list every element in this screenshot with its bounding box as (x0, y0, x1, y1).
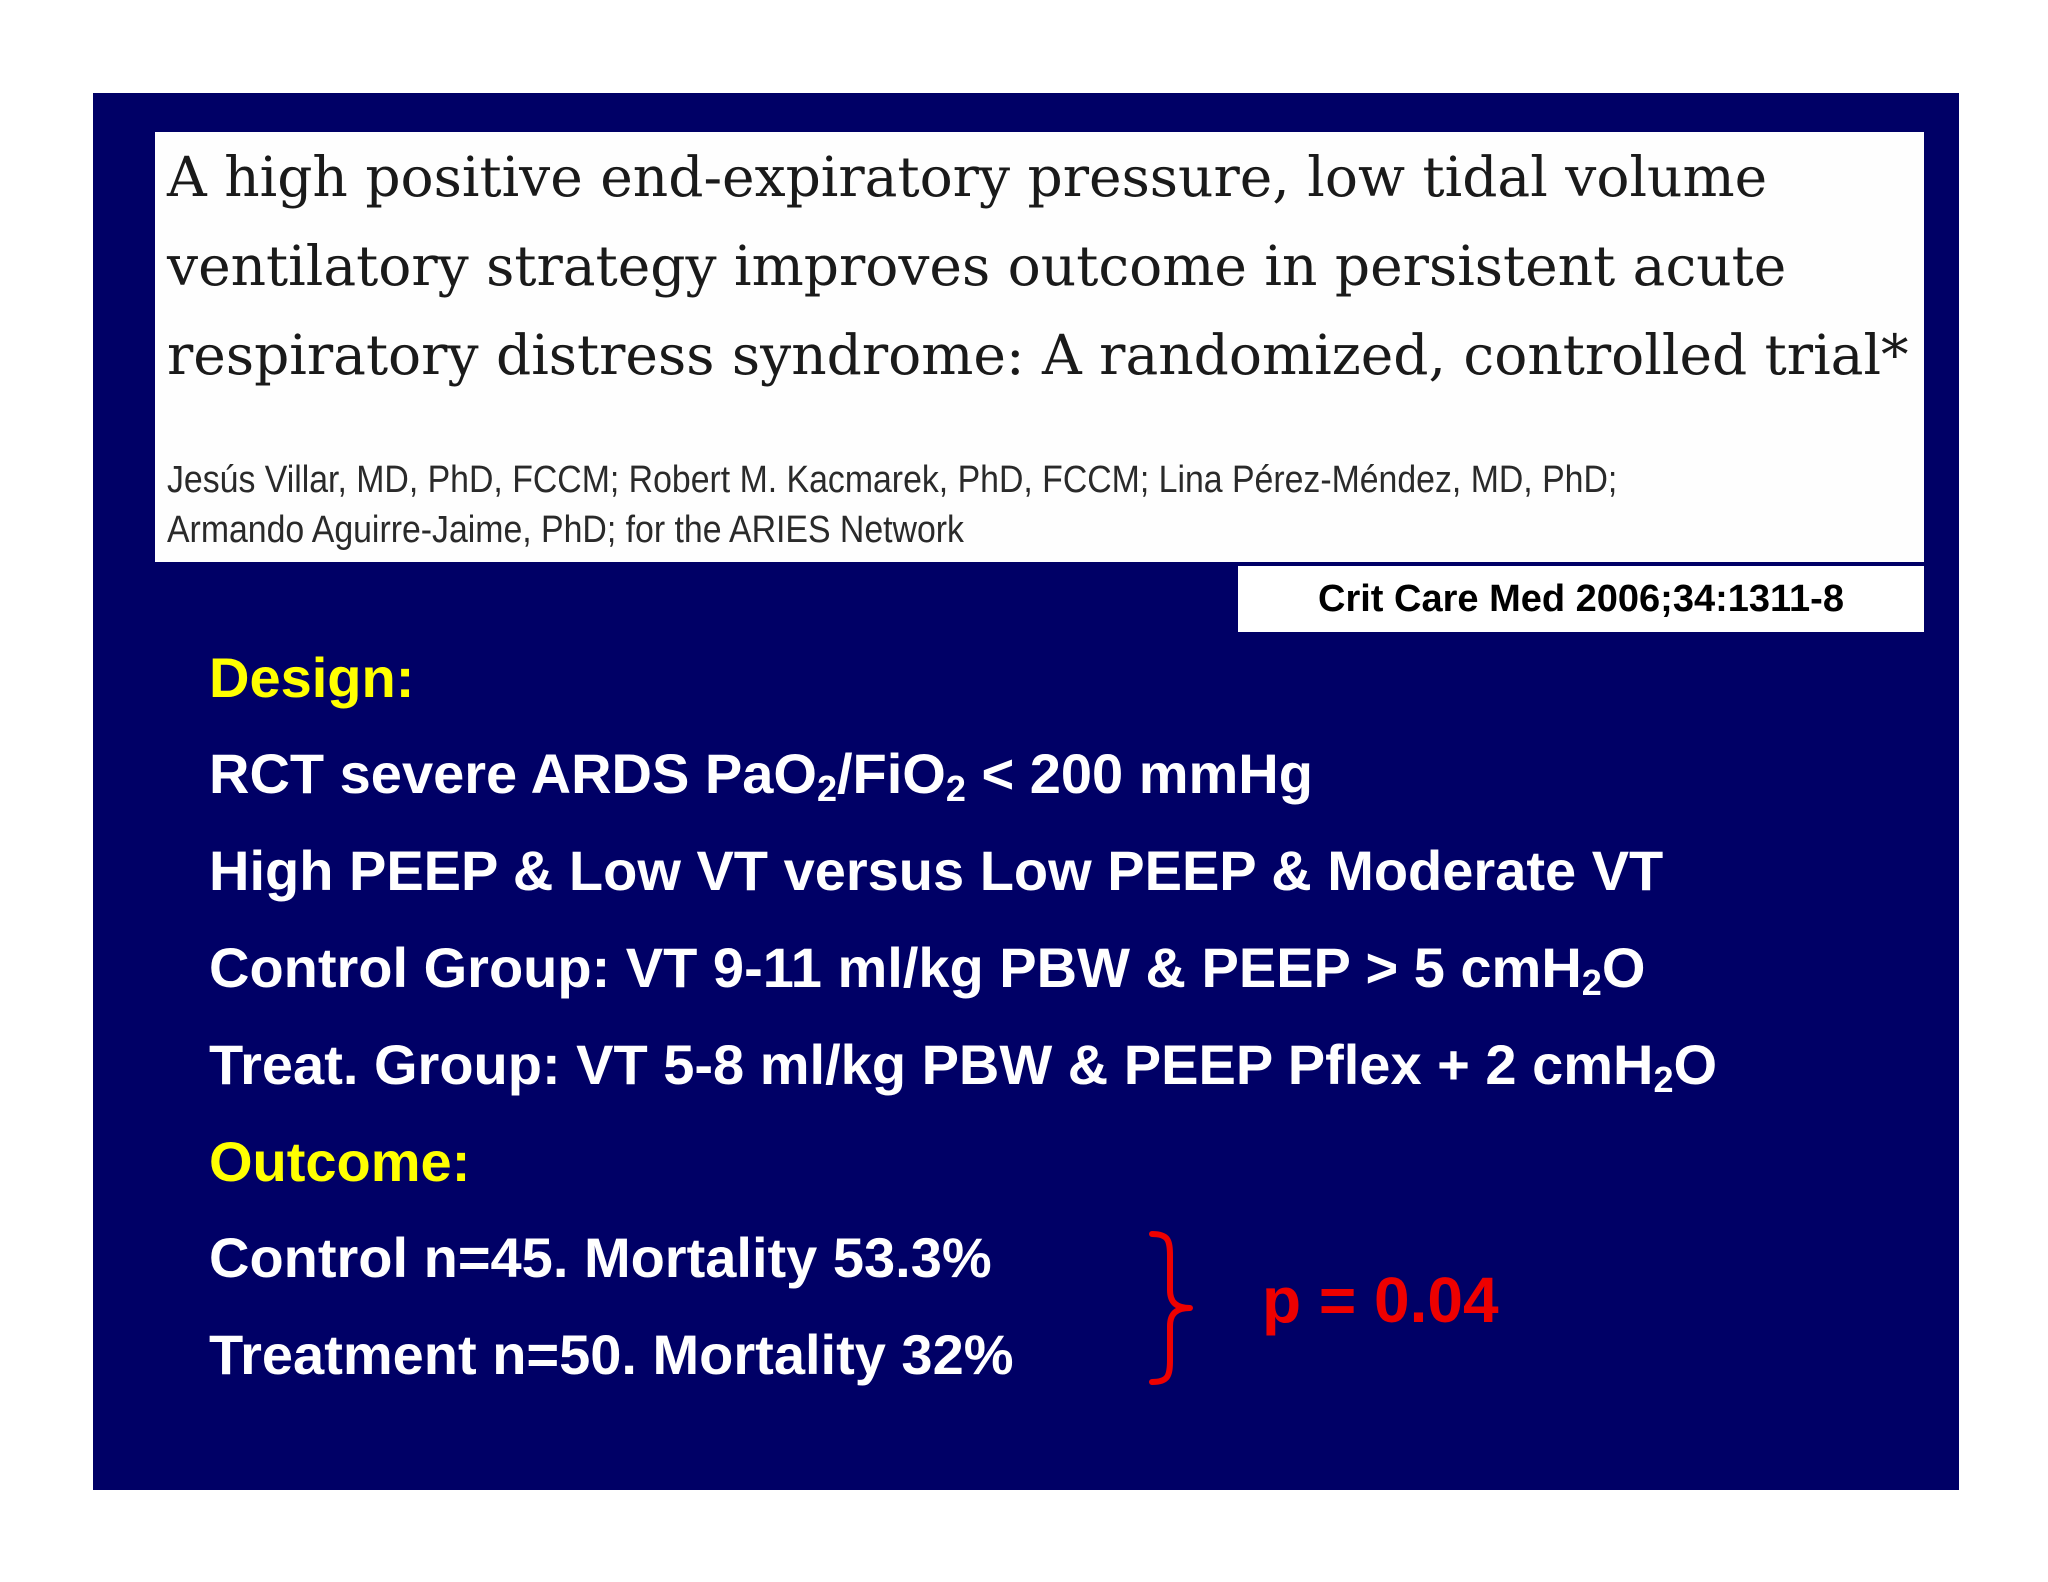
paper-title-line: A high positive end-expiratory pressure,… (167, 145, 1768, 209)
outcome-heading: Outcome: (209, 1130, 471, 1193)
control-text-suffix: O (1601, 936, 1646, 999)
paper-authors-line: Armando Aguirre-Jaime, PhD; for the ARIE… (167, 509, 964, 551)
rct-subscript: 2 (945, 768, 966, 809)
rct-text-mid: /FiO (836, 742, 946, 805)
paper-title-line: ventilatory strategy improves outcome in… (167, 234, 1787, 298)
design-heading: Design: (209, 646, 415, 709)
curly-brace-icon (1149, 1231, 1193, 1385)
paper-header-image (155, 132, 1924, 562)
design-treatment-line: Treat. Group: VT 5-8 ml/kg PBW & PEEP Pf… (209, 1037, 1717, 1098)
citation-label: Crit Care Med 2006;34:1311-8 (1238, 566, 1924, 632)
treat-text-prefix: Treat. Group: VT 5-8 ml/kg PBW & PEEP Pf… (209, 1033, 1654, 1096)
control-text-prefix: Control Group: VT 9-11 ml/kg PBW & PEEP … (209, 936, 1582, 999)
p-value-label: p = 0.04 (1262, 1264, 1499, 1336)
rct-text-prefix: RCT severe ARDS PaO (209, 742, 817, 805)
paper-title-line: respiratory distress syndrome: A randomi… (167, 323, 1909, 387)
treat-subscript: 2 (1653, 1059, 1674, 1100)
design-comparison-line: High PEEP & Low VT versus Low PEEP & Mod… (209, 839, 1664, 902)
design-rct-line: RCT severe ARDS PaO2/FiO2 < 200 mmHg (209, 746, 1313, 807)
treat-text-suffix: O (1673, 1033, 1718, 1096)
design-control-line: Control Group: VT 9-11 ml/kg PBW & PEEP … (209, 940, 1645, 1001)
outcome-control-line: Control n=45. Mortality 53.3% (209, 1226, 992, 1289)
rct-text-suffix: < 200 mmHg (965, 742, 1313, 805)
control-subscript: 2 (1581, 962, 1602, 1003)
paper-authors-line: Jesús Villar, MD, PhD, FCCM; Robert M. K… (167, 459, 1618, 501)
outcome-treatment-line: Treatment n=50. Mortality 32% (209, 1323, 1014, 1386)
rct-subscript: 2 (816, 768, 837, 809)
